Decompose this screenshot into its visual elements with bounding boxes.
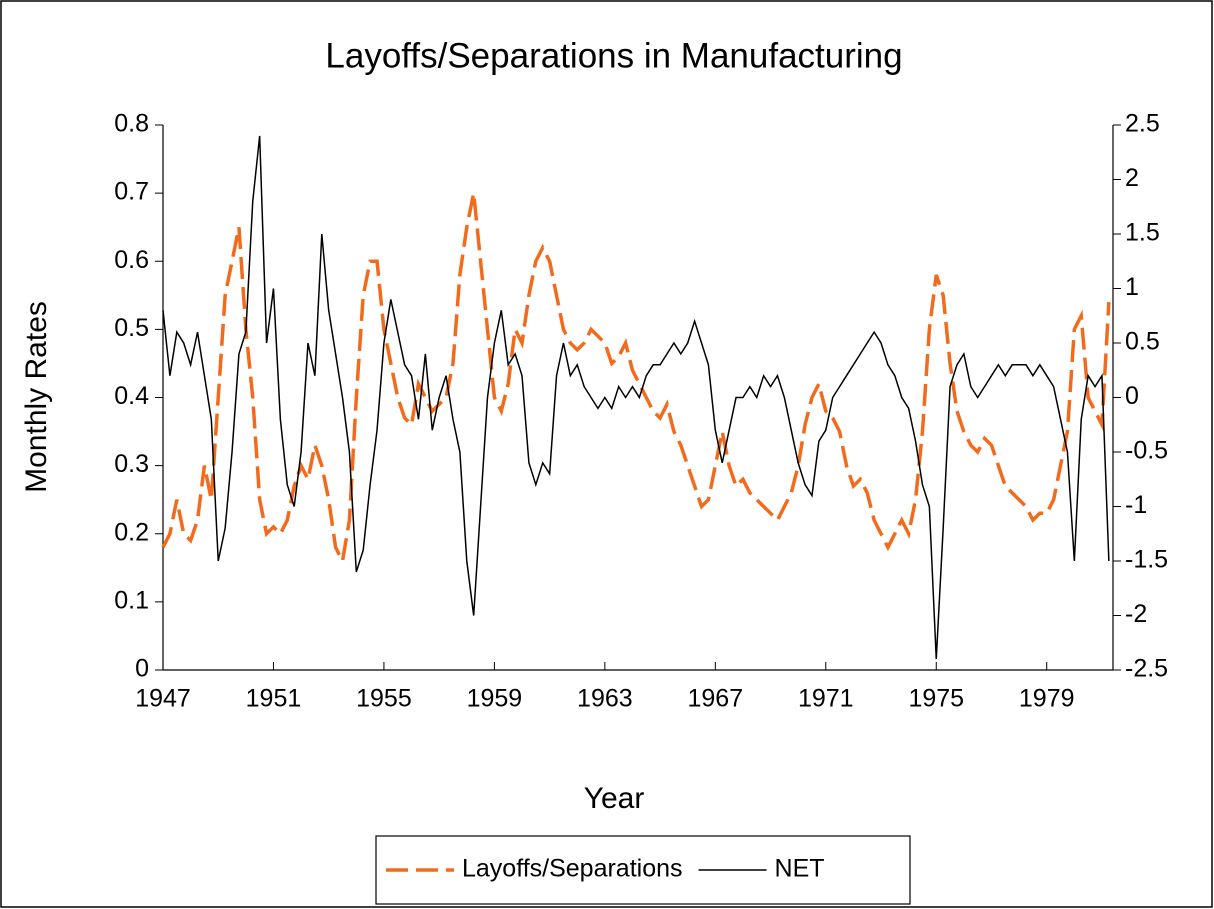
x-tick-label: 1967: [688, 685, 744, 713]
y2-tick-label: -2.5: [1125, 655, 1168, 683]
y-tick-label: 0.7: [114, 178, 149, 206]
x-tick-label: 1947: [135, 685, 191, 713]
x-tick-label: 1971: [798, 685, 854, 713]
y-tick-label: 0.1: [114, 586, 149, 614]
y2-tick-label: 1: [1125, 273, 1139, 301]
y-tick-label: 0: [135, 655, 149, 683]
y2-tick-label: -2: [1125, 600, 1147, 628]
y2-tick-label: 1.5: [1125, 219, 1160, 247]
y2-tick-label: 2.5: [1125, 110, 1160, 138]
y2-tick-label: -1: [1125, 491, 1147, 519]
x-tick-label: 1979: [1019, 685, 1075, 713]
x-tick-label: 1955: [356, 685, 412, 713]
legend-label: NET: [775, 855, 825, 883]
y-tick-label: 0.5: [114, 314, 149, 342]
series-line: [162, 135, 1110, 660]
y-tick-label: 0.6: [114, 246, 149, 274]
y2-tick-label: 2: [1125, 164, 1139, 192]
y2-tick-label: 0: [1125, 382, 1139, 410]
chart-title: Layoffs/Separations in Manufacturing: [325, 36, 902, 75]
y2-tick-label: -1.5: [1125, 546, 1168, 574]
x-tick-label: 1975: [908, 685, 964, 713]
y2-tick-label: -0.5: [1125, 437, 1168, 465]
legend-label: Layoffs/Separations: [462, 855, 683, 883]
y-axis-title: Monthly Rates: [20, 301, 53, 493]
y-tick-label: 0.8: [114, 110, 149, 138]
y-tick-label: 0.3: [114, 450, 149, 478]
y-tick-label: 0.2: [114, 518, 149, 546]
x-tick-label: 1963: [577, 685, 633, 713]
x-axis-title: Year: [584, 782, 645, 815]
series-line: [161, 192, 1111, 567]
x-tick-label: 1959: [467, 685, 523, 713]
y-tick-label: 0.4: [114, 382, 149, 410]
y2-tick-label: 0.5: [1125, 328, 1160, 356]
legend-box: [375, 835, 911, 905]
x-tick-label: 1951: [246, 685, 302, 713]
